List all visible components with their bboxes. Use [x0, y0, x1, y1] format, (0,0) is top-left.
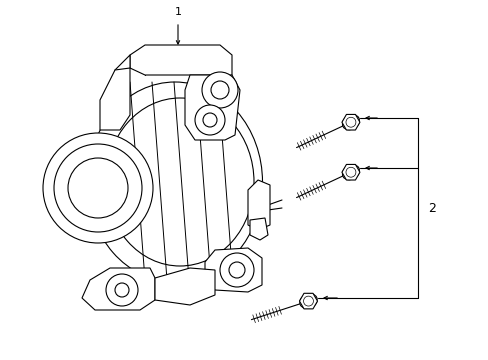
Circle shape — [115, 283, 129, 297]
Circle shape — [220, 253, 253, 287]
Polygon shape — [100, 68, 130, 130]
Polygon shape — [155, 268, 215, 305]
Circle shape — [54, 144, 142, 232]
Ellipse shape — [87, 82, 262, 282]
Polygon shape — [115, 55, 130, 80]
Circle shape — [43, 133, 153, 243]
Polygon shape — [341, 114, 359, 130]
Polygon shape — [82, 268, 155, 310]
Circle shape — [68, 158, 128, 218]
Text: 1: 1 — [174, 7, 181, 17]
Polygon shape — [184, 75, 240, 140]
Ellipse shape — [342, 115, 359, 130]
Text: 2: 2 — [427, 202, 435, 215]
Circle shape — [106, 274, 138, 306]
Circle shape — [202, 72, 238, 108]
Polygon shape — [299, 293, 317, 309]
Polygon shape — [247, 180, 269, 230]
Ellipse shape — [342, 165, 359, 180]
Polygon shape — [341, 165, 359, 180]
Polygon shape — [204, 248, 262, 292]
Circle shape — [210, 81, 228, 99]
Ellipse shape — [106, 98, 253, 266]
Circle shape — [228, 262, 244, 278]
Ellipse shape — [299, 294, 317, 309]
Polygon shape — [130, 45, 231, 82]
Circle shape — [203, 113, 217, 127]
Circle shape — [195, 105, 224, 135]
Polygon shape — [249, 218, 267, 240]
